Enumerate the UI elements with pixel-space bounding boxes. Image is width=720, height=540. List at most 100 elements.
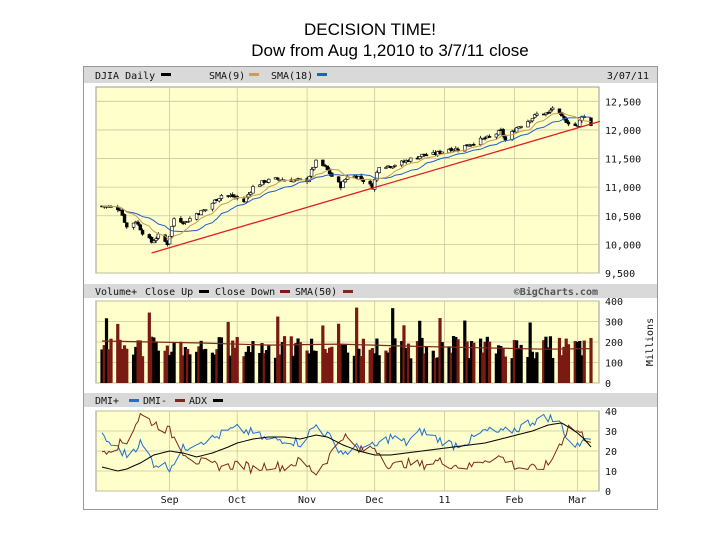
candle-body [530, 118, 535, 122]
volume-bar [564, 338, 568, 383]
candle-body [131, 222, 136, 228]
volume-bar [321, 325, 325, 383]
candle-body [152, 240, 156, 244]
candle-body [501, 129, 505, 137]
volume-bar [197, 346, 201, 383]
price-y-tick-label: 10,500 [605, 212, 641, 223]
volume-bar [188, 354, 192, 383]
dmi-series-dmi-line [101, 412, 592, 476]
volume-bar [361, 338, 366, 383]
candle-body [456, 148, 460, 151]
candle-body [149, 236, 154, 243]
volume-bar [478, 338, 483, 383]
volume-bar [226, 321, 230, 383]
price-y-tick-label: 11,500 [605, 155, 641, 166]
volume-bar [156, 350, 160, 383]
candle-body [203, 209, 208, 211]
volume-bar [233, 347, 237, 383]
volume-bar [104, 318, 109, 383]
volume-bar [262, 353, 266, 383]
volume-bar [217, 337, 221, 383]
volume-y-tick-label: 400 [605, 297, 623, 308]
candle-body [526, 121, 530, 128]
candle-body [483, 137, 487, 140]
volume-bar [249, 352, 253, 383]
volume-bar [235, 336, 239, 383]
volume-bar [469, 341, 474, 383]
volume-bar [242, 356, 246, 383]
volume-legend-close-up: Close Up [145, 287, 193, 298]
volume-bar [578, 340, 582, 383]
volume-bar [544, 336, 548, 383]
candle-body [116, 206, 120, 211]
candle-body [451, 149, 456, 152]
bigcharts-credit: ©BigCharts.com [514, 286, 598, 298]
candle-body [325, 165, 330, 171]
price-y-tick-label: 9,500 [605, 269, 635, 280]
candle-body [562, 116, 566, 119]
volume-bar [467, 358, 471, 383]
volume-bar [526, 356, 530, 383]
volume-bar [186, 348, 190, 383]
candle-body [163, 234, 167, 242]
volume-bar [228, 355, 233, 383]
candle-body [519, 125, 523, 128]
volume-bar [339, 344, 343, 383]
volume-bar [497, 345, 501, 383]
candle-body [377, 167, 381, 174]
volume-bar [406, 343, 411, 383]
candle-body [120, 210, 124, 216]
adx-legend-swatch [213, 399, 223, 402]
candle-body [323, 164, 327, 167]
dmi-series-dmi-line [101, 413, 592, 473]
volume-bar [438, 318, 442, 383]
volume-bar [375, 338, 379, 383]
volume-bar [296, 338, 300, 383]
volume-bar [116, 323, 120, 383]
candle-body [258, 184, 262, 187]
volume-bar [122, 345, 127, 383]
volume-bar [201, 349, 206, 383]
volume-bar [307, 353, 311, 383]
volume-bar [433, 357, 438, 383]
candle-body [390, 166, 395, 169]
volume-bar [289, 336, 293, 383]
volume-bar [575, 341, 580, 383]
candle-body [249, 192, 253, 195]
volume-bar [199, 340, 203, 383]
volume-bar [309, 338, 314, 383]
volume-bar [183, 347, 187, 383]
x-axis-month-labels: Sep Oct Nov Dec 11 Feb Mar [161, 495, 587, 506]
volume-bar [472, 342, 476, 383]
volume-bar [213, 354, 217, 383]
x-tick-label: Nov [298, 495, 316, 506]
candle-body [140, 229, 145, 235]
volume-bar [485, 336, 489, 383]
volume-bar [181, 355, 185, 383]
candle-body [514, 127, 519, 133]
volume-bar [337, 323, 341, 383]
bigcharts-chart: DJIA Daily SMA(9) SMA(18) 3/07/11 9,500 1… [83, 66, 658, 510]
candle-body [384, 167, 388, 169]
volume-bar [219, 337, 224, 383]
x-tick-label: Mar [568, 495, 586, 506]
candle-body [125, 222, 129, 228]
dmi-grid [96, 410, 599, 492]
volume-bar [305, 350, 309, 383]
candle-body [167, 235, 172, 245]
x-tick-label: 11 [439, 495, 451, 506]
volume-bar [573, 340, 577, 383]
volume-bar [140, 356, 145, 383]
dmi-y-tick-labels: 0 10 20 30 40 [605, 407, 617, 498]
dmi-header-bar [84, 393, 657, 407]
dmi-plus-legend-swatch [129, 399, 139, 402]
volume-bar [355, 307, 359, 383]
volume-bar [282, 336, 287, 383]
candle-body [418, 156, 422, 159]
candle-body [276, 177, 280, 180]
candle-body [440, 151, 444, 154]
volume-bar [359, 356, 363, 383]
dmi-y-tick-label: 10 [605, 467, 617, 478]
volume-y-tick-labels: 0 100 200 300 400 [605, 297, 623, 390]
volume-bar [314, 350, 318, 383]
